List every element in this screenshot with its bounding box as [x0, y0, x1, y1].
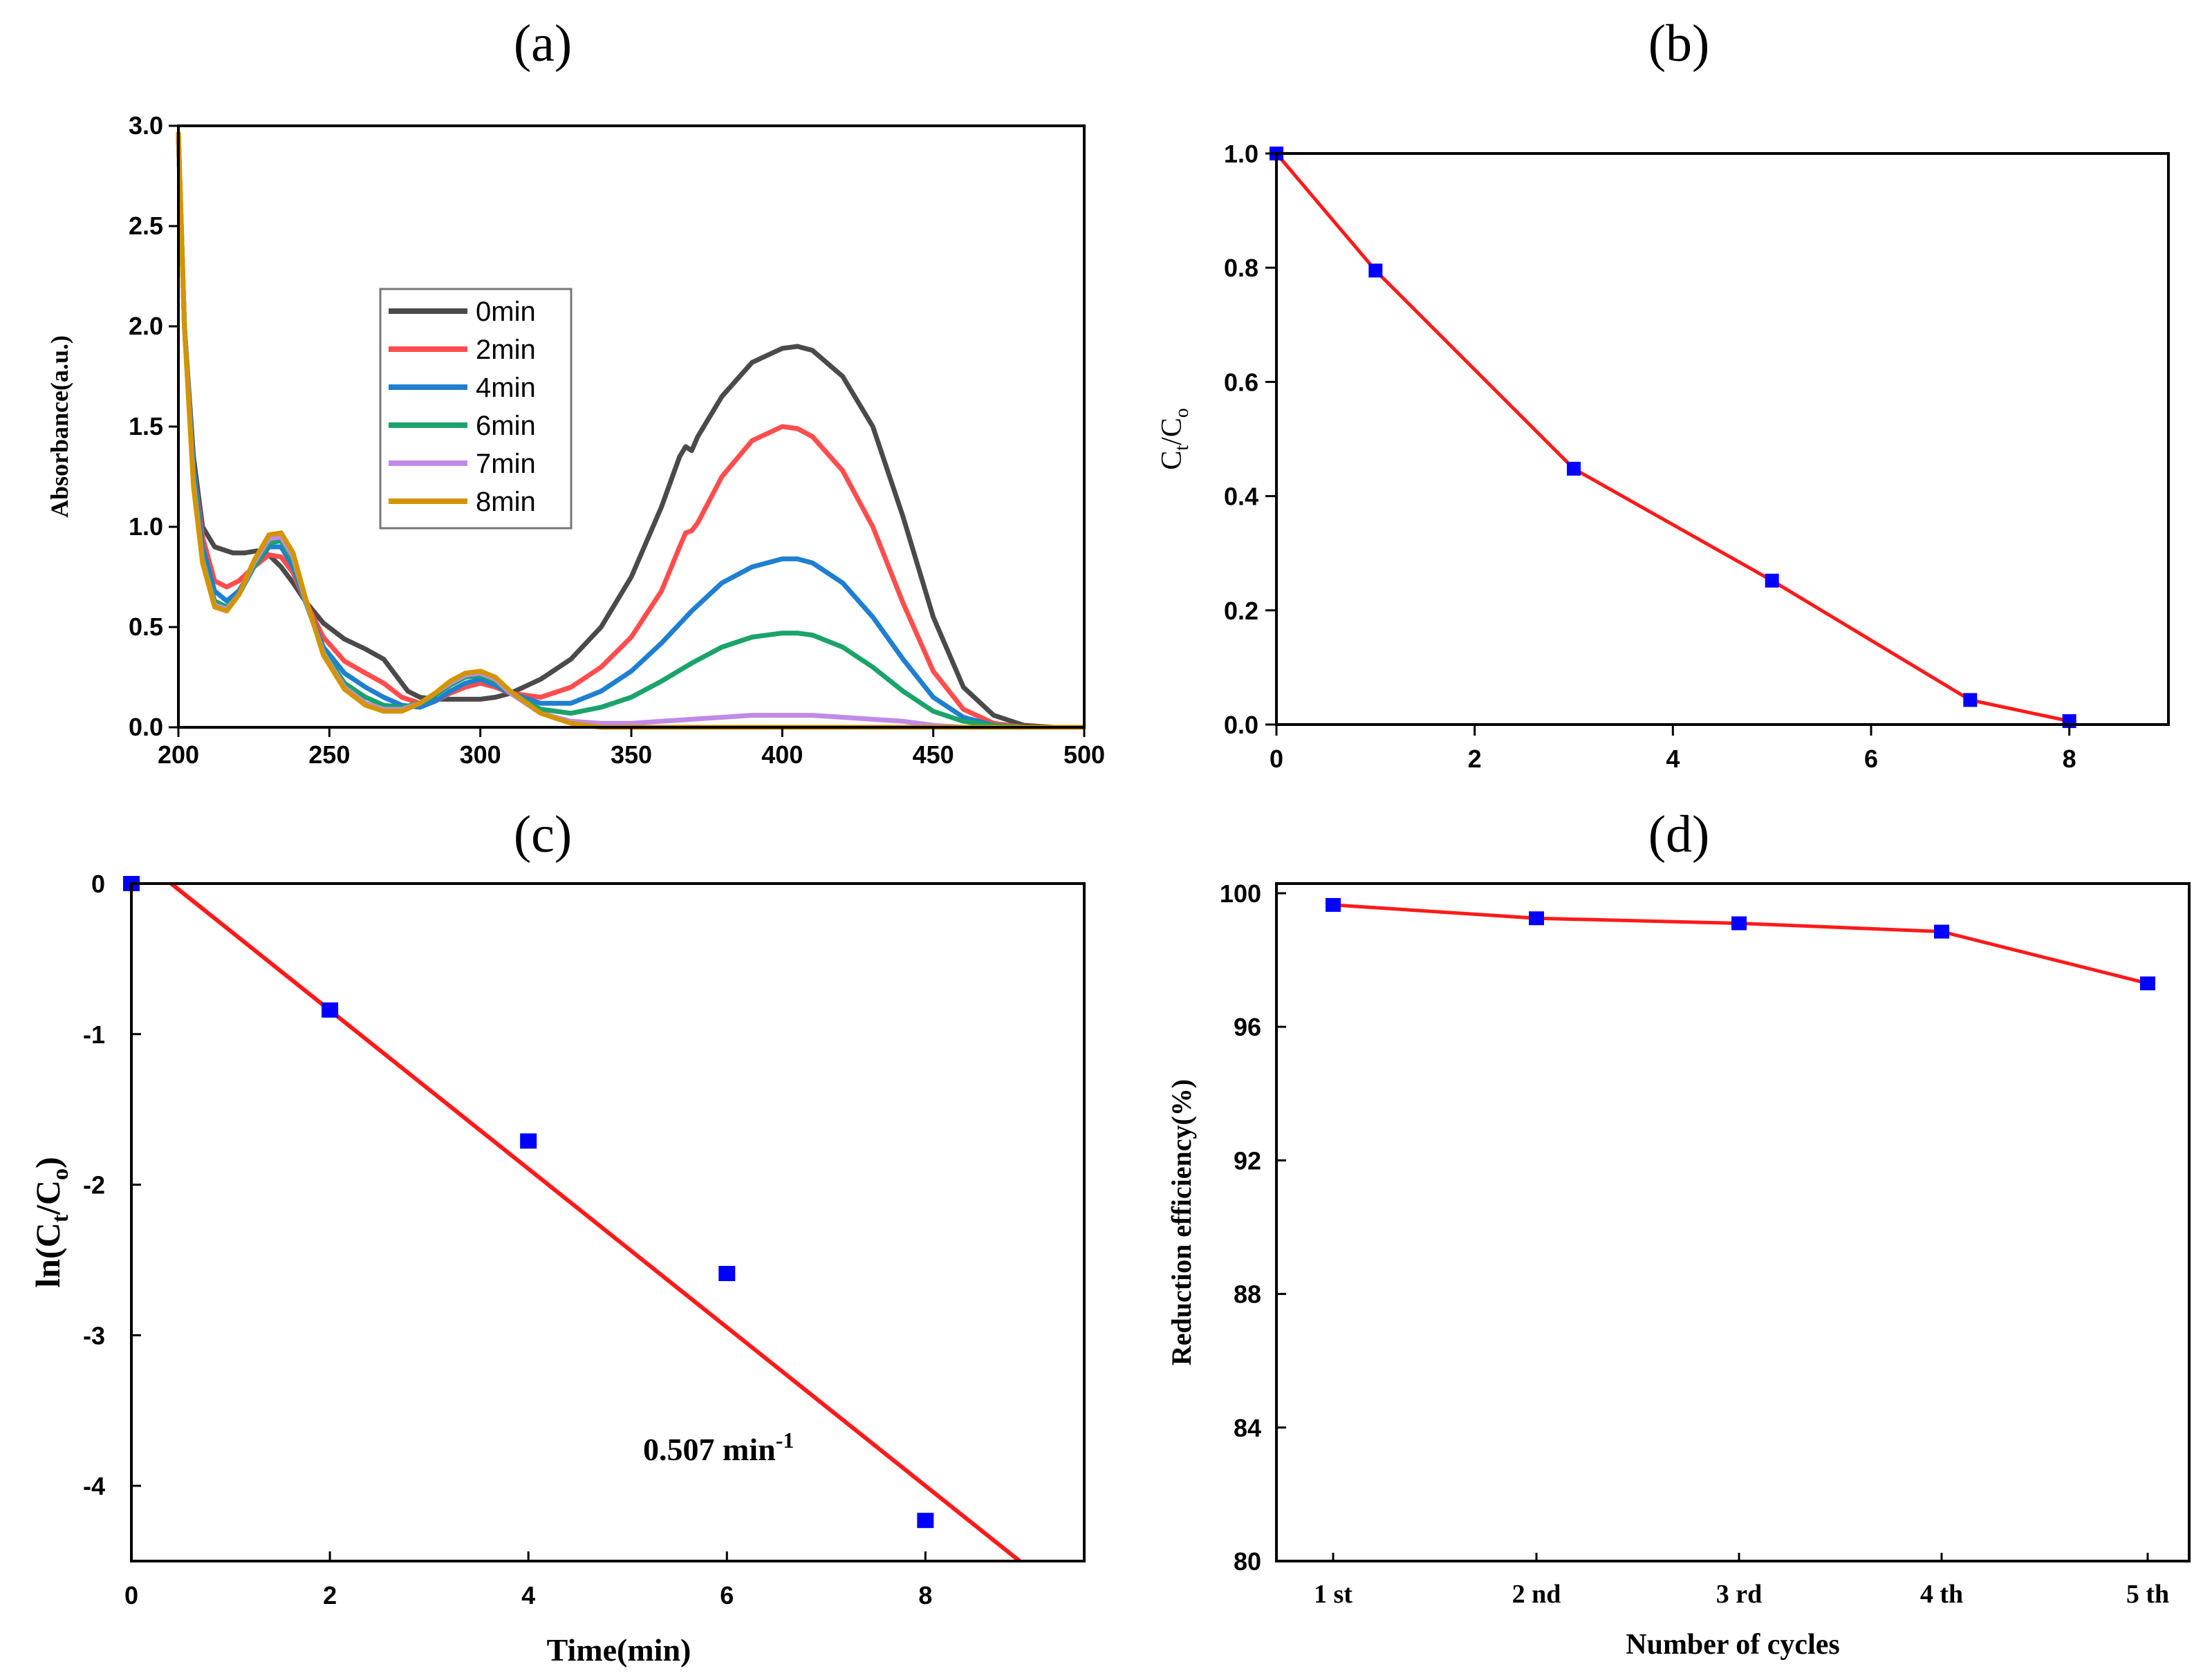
x-tick-label: 350 [611, 740, 652, 769]
y-tick-label: 100 [1220, 879, 1261, 908]
legend-label-7min: 7min [476, 449, 536, 479]
y-tick-label: -1 [83, 1020, 105, 1049]
x-tick-label: 4 [1666, 745, 1680, 773]
panel-b: (b) 0 2 4 6 8 0.0 0.2 0.4 0.6 0.8 1.0 Ct/Co [1156, 15, 2170, 773]
legend-label-0min: 0min [476, 297, 536, 327]
data-point [917, 1513, 934, 1529]
y-tick-label: 88 [1234, 1280, 1261, 1309]
data-point [1326, 897, 1341, 912]
y-tick-label: 0.2 [1224, 597, 1258, 625]
y-tick-label: 84 [1234, 1414, 1261, 1442]
panel-a-plot [176, 131, 1084, 730]
x-tick-label: 4 th [1920, 1580, 1963, 1609]
y-tick-label: -4 [83, 1472, 105, 1500]
panel-a-legend: 0min 2min 4min 6min 7min 8min [379, 288, 573, 530]
y-tick-label: 0 [91, 870, 105, 898]
y-tick-label: 0.5 [129, 613, 163, 641]
panel-b-axes: 0 2 4 6 8 0.0 0.2 0.4 0.6 0.8 1.0 [1224, 140, 2076, 773]
panel-d-frame [1275, 882, 2191, 1562]
x-tick-label: 200 [158, 740, 199, 769]
x-tick-label: 300 [460, 740, 501, 769]
y-tick-label: 1.5 [129, 412, 163, 440]
panel-a-ylabel: Absorbance(a.u.) [46, 335, 73, 518]
y-tick-label: 0.4 [1224, 483, 1258, 511]
legend-box [379, 288, 573, 530]
data-point [1765, 573, 1779, 588]
legend-label-4min: 4min [476, 373, 536, 403]
data-point [1529, 911, 1544, 926]
legend-label-6min: 6min [476, 411, 536, 441]
panel-b-plot [1270, 147, 2076, 729]
panel-b-label: (b) [1648, 15, 1710, 73]
panel-d-plot [1326, 897, 2155, 991]
x-tick-label: 6 [720, 1581, 734, 1609]
panel-c-frame [130, 882, 1086, 1562]
x-tick-label: 8 [918, 1581, 932, 1609]
y-tick-label: 2.5 [129, 212, 163, 240]
y-tick-label: 80 [1234, 1547, 1261, 1576]
legend-label-2min: 2min [476, 335, 536, 365]
y-tick-label: 0.0 [1224, 711, 1258, 739]
y-tick-label: 0.8 [1224, 254, 1258, 282]
data-point [322, 1002, 339, 1018]
panel-c-annotation: 0.507 min-1 [643, 1428, 794, 1467]
data-point [2140, 976, 2155, 991]
panel-c-xlabel: Time(min) [547, 1632, 691, 1668]
data-point [1963, 693, 1978, 707]
panel-c: (c) 0 2 4 6 8 0 -1 -2 -3 -4 0.507 min-1 ln(Ct/Co)… [28, 805, 1086, 1668]
y-tick-label: 96 [1234, 1013, 1261, 1041]
data-point [1567, 461, 1581, 476]
panel-b-ylabel: Ct/Co [1156, 408, 1193, 469]
x-tick-label: 1 st [1314, 1580, 1353, 1609]
data-point [718, 1266, 736, 1282]
panel-a-label: (a) [514, 15, 572, 73]
fit-line [169, 881, 1021, 1563]
x-tick-label: 0 [124, 1581, 138, 1609]
series-line [1275, 152, 2070, 723]
y-tick-label: 0.0 [129, 713, 163, 741]
x-tick-label: 250 [308, 740, 350, 769]
panel-d-xlabel: Number of cycles [1626, 1629, 1839, 1661]
data-point [1731, 916, 1747, 931]
panel-d-label: (d) [1648, 805, 1710, 864]
panel-d-axes: 1 st 2 nd 3 rd 4 th 5 th 80 84 88 92 96 100 [1220, 879, 2169, 1609]
x-tick-label: 4 [521, 1581, 535, 1609]
y-tick-label: -2 [83, 1171, 105, 1200]
y-tick-label: -3 [83, 1321, 105, 1350]
y-tick-label: 2.0 [129, 312, 163, 340]
series-line-2min [176, 136, 1084, 730]
x-tick-label: 2 [1468, 745, 1482, 773]
y-tick-label: 92 [1234, 1146, 1261, 1175]
panel-c-label: (c) [514, 805, 572, 864]
x-tick-label: 450 [913, 740, 954, 769]
y-tick-label: 1.0 [1224, 140, 1258, 168]
panel-c-ylabel: ln(Ct/Co) [28, 1157, 73, 1287]
panel-d: (d) 1 st 2 nd 3 rd 4 th 5 th 80 84 88 92 96 100 Re… [1166, 805, 2191, 1661]
x-tick-label: 2 [323, 1581, 337, 1609]
panel-b-frame [1275, 152, 2170, 726]
x-tick-label: 3 rd [1716, 1580, 1763, 1609]
legend-entries: 0min 2min 4min 6min 7min 8min [389, 297, 536, 517]
x-tick-label: 0 [1270, 745, 1283, 773]
panel-c-axes: 0 2 4 6 8 0 -1 -2 -3 -4 [83, 870, 932, 1609]
x-tick-label: 2 nd [1512, 1580, 1561, 1609]
data-point [520, 1133, 537, 1149]
x-tick-label: 6 [1864, 745, 1878, 773]
x-tick-label: 500 [1063, 740, 1105, 769]
panel-c-plot [123, 876, 1021, 1563]
y-tick-label: 1.0 [129, 512, 163, 541]
y-tick-label: 3.0 [129, 111, 163, 140]
y-tick-label: 0.6 [1224, 368, 1258, 396]
x-tick-label: 8 [2063, 745, 2076, 773]
x-tick-label: 400 [761, 740, 803, 769]
panel-a-axes: 200 250 300 350 400 450 500 0.0 0.5 1.0 1.5 2.0 2.5 3… [129, 111, 1105, 769]
panel-a: (a) 200 250 300 350 400 450 500 0.0 0.5 1.0 1.5 2.0… [46, 15, 1105, 769]
panel-d-ylabel: Reduction efficiency(%) [1166, 1079, 1197, 1365]
legend-label-8min: 8min [476, 487, 536, 517]
data-point [1368, 263, 1383, 278]
data-point [1934, 924, 1949, 939]
x-tick-label: 5 th [2126, 1580, 2169, 1609]
